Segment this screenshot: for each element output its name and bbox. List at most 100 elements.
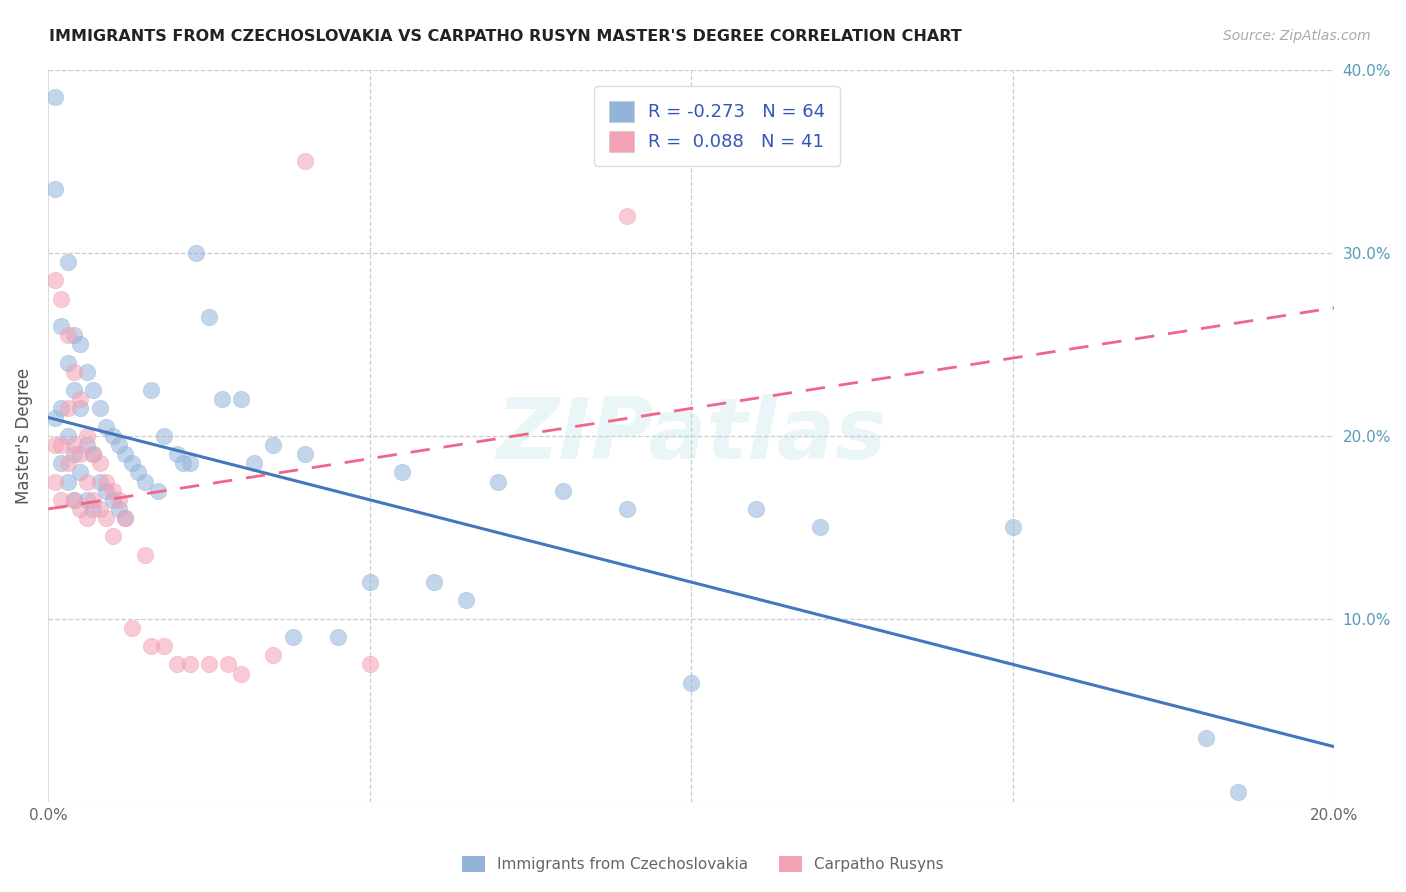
Y-axis label: Master's Degree: Master's Degree	[15, 368, 32, 504]
Text: IMMIGRANTS FROM CZECHOSLOVAKIA VS CARPATHO RUSYN MASTER'S DEGREE CORRELATION CHA: IMMIGRANTS FROM CZECHOSLOVAKIA VS CARPAT…	[49, 29, 962, 44]
Point	[359, 657, 381, 672]
Point	[76, 438, 98, 452]
Point	[166, 657, 188, 672]
Point	[56, 456, 79, 470]
Point	[114, 511, 136, 525]
Point	[101, 429, 124, 443]
Point	[211, 392, 233, 407]
Point	[63, 492, 86, 507]
Point	[49, 438, 72, 452]
Point	[1194, 731, 1216, 745]
Text: Source: ZipAtlas.com: Source: ZipAtlas.com	[1223, 29, 1371, 43]
Point	[134, 475, 156, 489]
Point	[616, 210, 638, 224]
Legend: R = -0.273   N = 64, R =  0.088   N = 41: R = -0.273 N = 64, R = 0.088 N = 41	[595, 87, 839, 166]
Point	[89, 502, 111, 516]
Point	[616, 502, 638, 516]
Point	[153, 639, 176, 653]
Point	[94, 511, 117, 525]
Point	[56, 328, 79, 343]
Point	[69, 447, 91, 461]
Point	[681, 675, 703, 690]
Point	[134, 548, 156, 562]
Point	[76, 511, 98, 525]
Point	[101, 529, 124, 543]
Point	[1001, 520, 1024, 534]
Point	[1226, 785, 1249, 799]
Point	[69, 392, 91, 407]
Point	[63, 492, 86, 507]
Point	[101, 492, 124, 507]
Point	[217, 657, 239, 672]
Point	[243, 456, 266, 470]
Point	[153, 429, 176, 443]
Point	[56, 429, 79, 443]
Point	[76, 492, 98, 507]
Point	[49, 456, 72, 470]
Point	[44, 410, 66, 425]
Point	[82, 502, 104, 516]
Point	[262, 648, 284, 663]
Point	[121, 621, 143, 635]
Point	[114, 511, 136, 525]
Point	[198, 310, 221, 324]
Point	[76, 429, 98, 443]
Point	[231, 392, 253, 407]
Point	[49, 292, 72, 306]
Point	[44, 90, 66, 104]
Point	[44, 475, 66, 489]
Point	[101, 483, 124, 498]
Point	[391, 466, 413, 480]
Point	[63, 365, 86, 379]
Point	[63, 328, 86, 343]
Point	[108, 492, 131, 507]
Point	[281, 630, 304, 644]
Point	[56, 401, 79, 416]
Point	[69, 502, 91, 516]
Point	[486, 475, 509, 489]
Point	[231, 666, 253, 681]
Point	[56, 255, 79, 269]
Point	[82, 492, 104, 507]
Point	[63, 447, 86, 461]
Point	[82, 447, 104, 461]
Point	[121, 456, 143, 470]
Point	[198, 657, 221, 672]
Point	[94, 475, 117, 489]
Text: ZIPatlas: ZIPatlas	[496, 394, 886, 477]
Point	[69, 466, 91, 480]
Point	[63, 383, 86, 397]
Point	[294, 447, 316, 461]
Point	[49, 492, 72, 507]
Point	[146, 483, 169, 498]
Point	[89, 401, 111, 416]
Point	[456, 593, 478, 607]
Point	[94, 419, 117, 434]
Point	[44, 273, 66, 287]
Point	[76, 365, 98, 379]
Legend: Immigrants from Czechoslovakia, Carpatho Rusyns: Immigrants from Czechoslovakia, Carpatho…	[454, 848, 952, 880]
Point	[63, 438, 86, 452]
Point	[186, 246, 208, 260]
Point	[82, 447, 104, 461]
Point	[744, 502, 766, 516]
Point	[82, 383, 104, 397]
Point	[49, 401, 72, 416]
Point	[56, 475, 79, 489]
Point	[166, 447, 188, 461]
Point	[108, 438, 131, 452]
Point	[141, 639, 163, 653]
Point	[359, 575, 381, 590]
Point	[56, 356, 79, 370]
Point	[808, 520, 831, 534]
Point	[179, 657, 201, 672]
Point	[44, 438, 66, 452]
Point	[69, 337, 91, 351]
Point	[49, 319, 72, 334]
Point	[114, 447, 136, 461]
Point	[76, 475, 98, 489]
Point	[172, 456, 194, 470]
Point	[179, 456, 201, 470]
Point	[89, 475, 111, 489]
Point	[44, 182, 66, 196]
